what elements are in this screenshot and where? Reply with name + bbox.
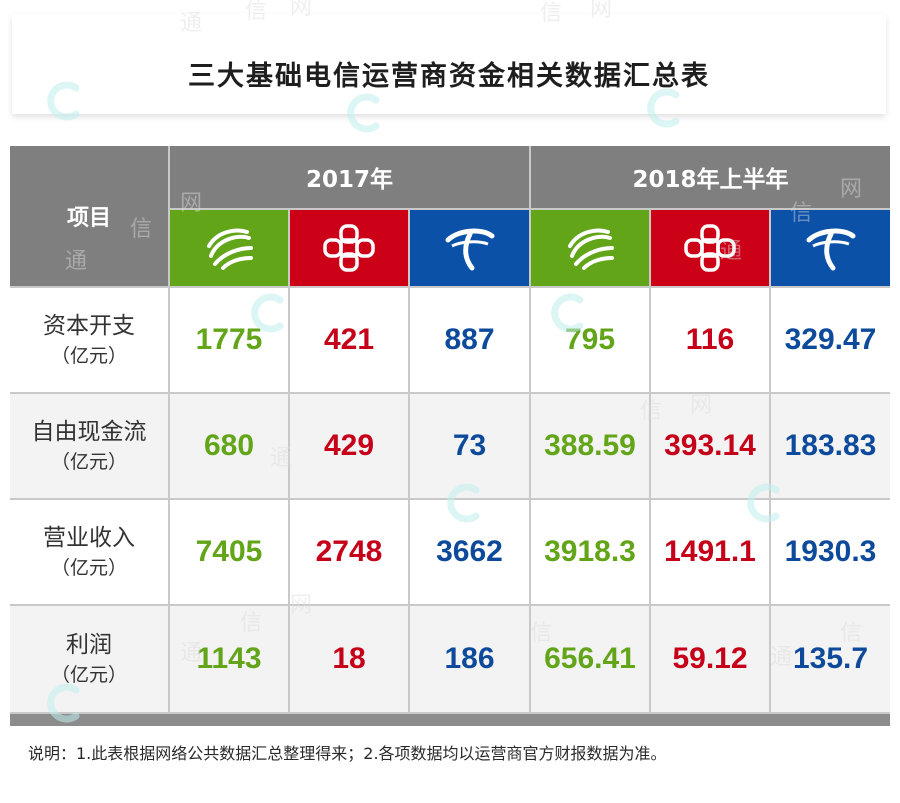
china-unicom-logo-cell xyxy=(651,210,769,286)
china-telecom-icon xyxy=(445,228,494,271)
table-cell: 393.14 xyxy=(651,394,769,498)
header-item-label: 项目 xyxy=(10,146,168,286)
china-mobile-icon xyxy=(568,228,614,270)
china-mobile-logo-cell xyxy=(170,210,288,286)
row-unit: （亿元） xyxy=(50,664,127,686)
table-cell: 183.83 xyxy=(771,394,890,498)
row-unit: （亿元） xyxy=(50,451,127,473)
row-unit: （亿元） xyxy=(50,345,127,367)
header-period-2018h1: 2018年上半年 xyxy=(531,146,890,208)
table-cell: 795 xyxy=(531,288,649,392)
row-label-revenue: 营业收入 （亿元） xyxy=(10,500,168,604)
china-unicom-icon xyxy=(323,224,375,272)
row-label-fcf: 自由现金流 （亿元） xyxy=(10,394,168,498)
china-unicom-logo-cell xyxy=(290,210,408,286)
table-cell: 656.41 xyxy=(531,606,649,712)
data-table: 项目 2017年 2018年上半年 xyxy=(10,146,890,726)
table-footer-bar xyxy=(10,714,890,726)
table-cell: 329.47 xyxy=(771,288,890,392)
table-cell: 3918.3 xyxy=(531,500,649,604)
row-name: 自由现金流 xyxy=(31,419,147,445)
table-cell: 73 xyxy=(410,394,529,498)
china-telecom-logo-cell xyxy=(410,210,529,286)
china-mobile-logo-cell xyxy=(531,210,649,286)
row-unit: （亿元） xyxy=(50,557,127,579)
table-cell: 1775 xyxy=(170,288,288,392)
table-cell: 887 xyxy=(410,288,529,392)
page-title: 三大基础电信运营商资金相关数据汇总表 xyxy=(188,61,710,92)
row-name: 利润 xyxy=(66,632,112,658)
table-cell: 186 xyxy=(410,606,529,712)
table-cell: 59.12 xyxy=(651,606,769,712)
table-cell: 2748 xyxy=(290,500,408,604)
row-name: 营业收入 xyxy=(43,525,135,551)
china-unicom-icon xyxy=(684,224,736,272)
table-cell: 135.7 xyxy=(771,606,890,712)
table-cell: 429 xyxy=(290,394,408,498)
table-cell: 18 xyxy=(290,606,408,712)
table-cell: 3662 xyxy=(410,500,529,604)
china-mobile-icon xyxy=(207,228,253,270)
china-telecom-logo-cell xyxy=(771,210,890,286)
table-cell: 1930.3 xyxy=(771,500,890,604)
china-telecom-icon xyxy=(806,228,855,271)
table-cell: 1491.1 xyxy=(651,500,769,604)
row-name: 资本开支 xyxy=(43,313,135,339)
table-cell: 421 xyxy=(290,288,408,392)
title-card: 三大基础电信运营商资金相关数据汇总表 xyxy=(12,14,886,114)
row-label-capex: 资本开支 （亿元） xyxy=(10,288,168,392)
table-cell: 1143 xyxy=(170,606,288,712)
table-cell: 388.59 xyxy=(531,394,649,498)
header-period-2017: 2017年 xyxy=(170,146,529,208)
row-label-profit: 利润 （亿元） xyxy=(10,606,168,712)
table-cell: 116 xyxy=(651,288,769,392)
table-cell: 680 xyxy=(170,394,288,498)
footnote: 说明：1.此表根据网络公共数据汇总整理得来；2.各项数据均以运营商官方财报数据为… xyxy=(28,744,667,763)
table-cell: 7405 xyxy=(170,500,288,604)
